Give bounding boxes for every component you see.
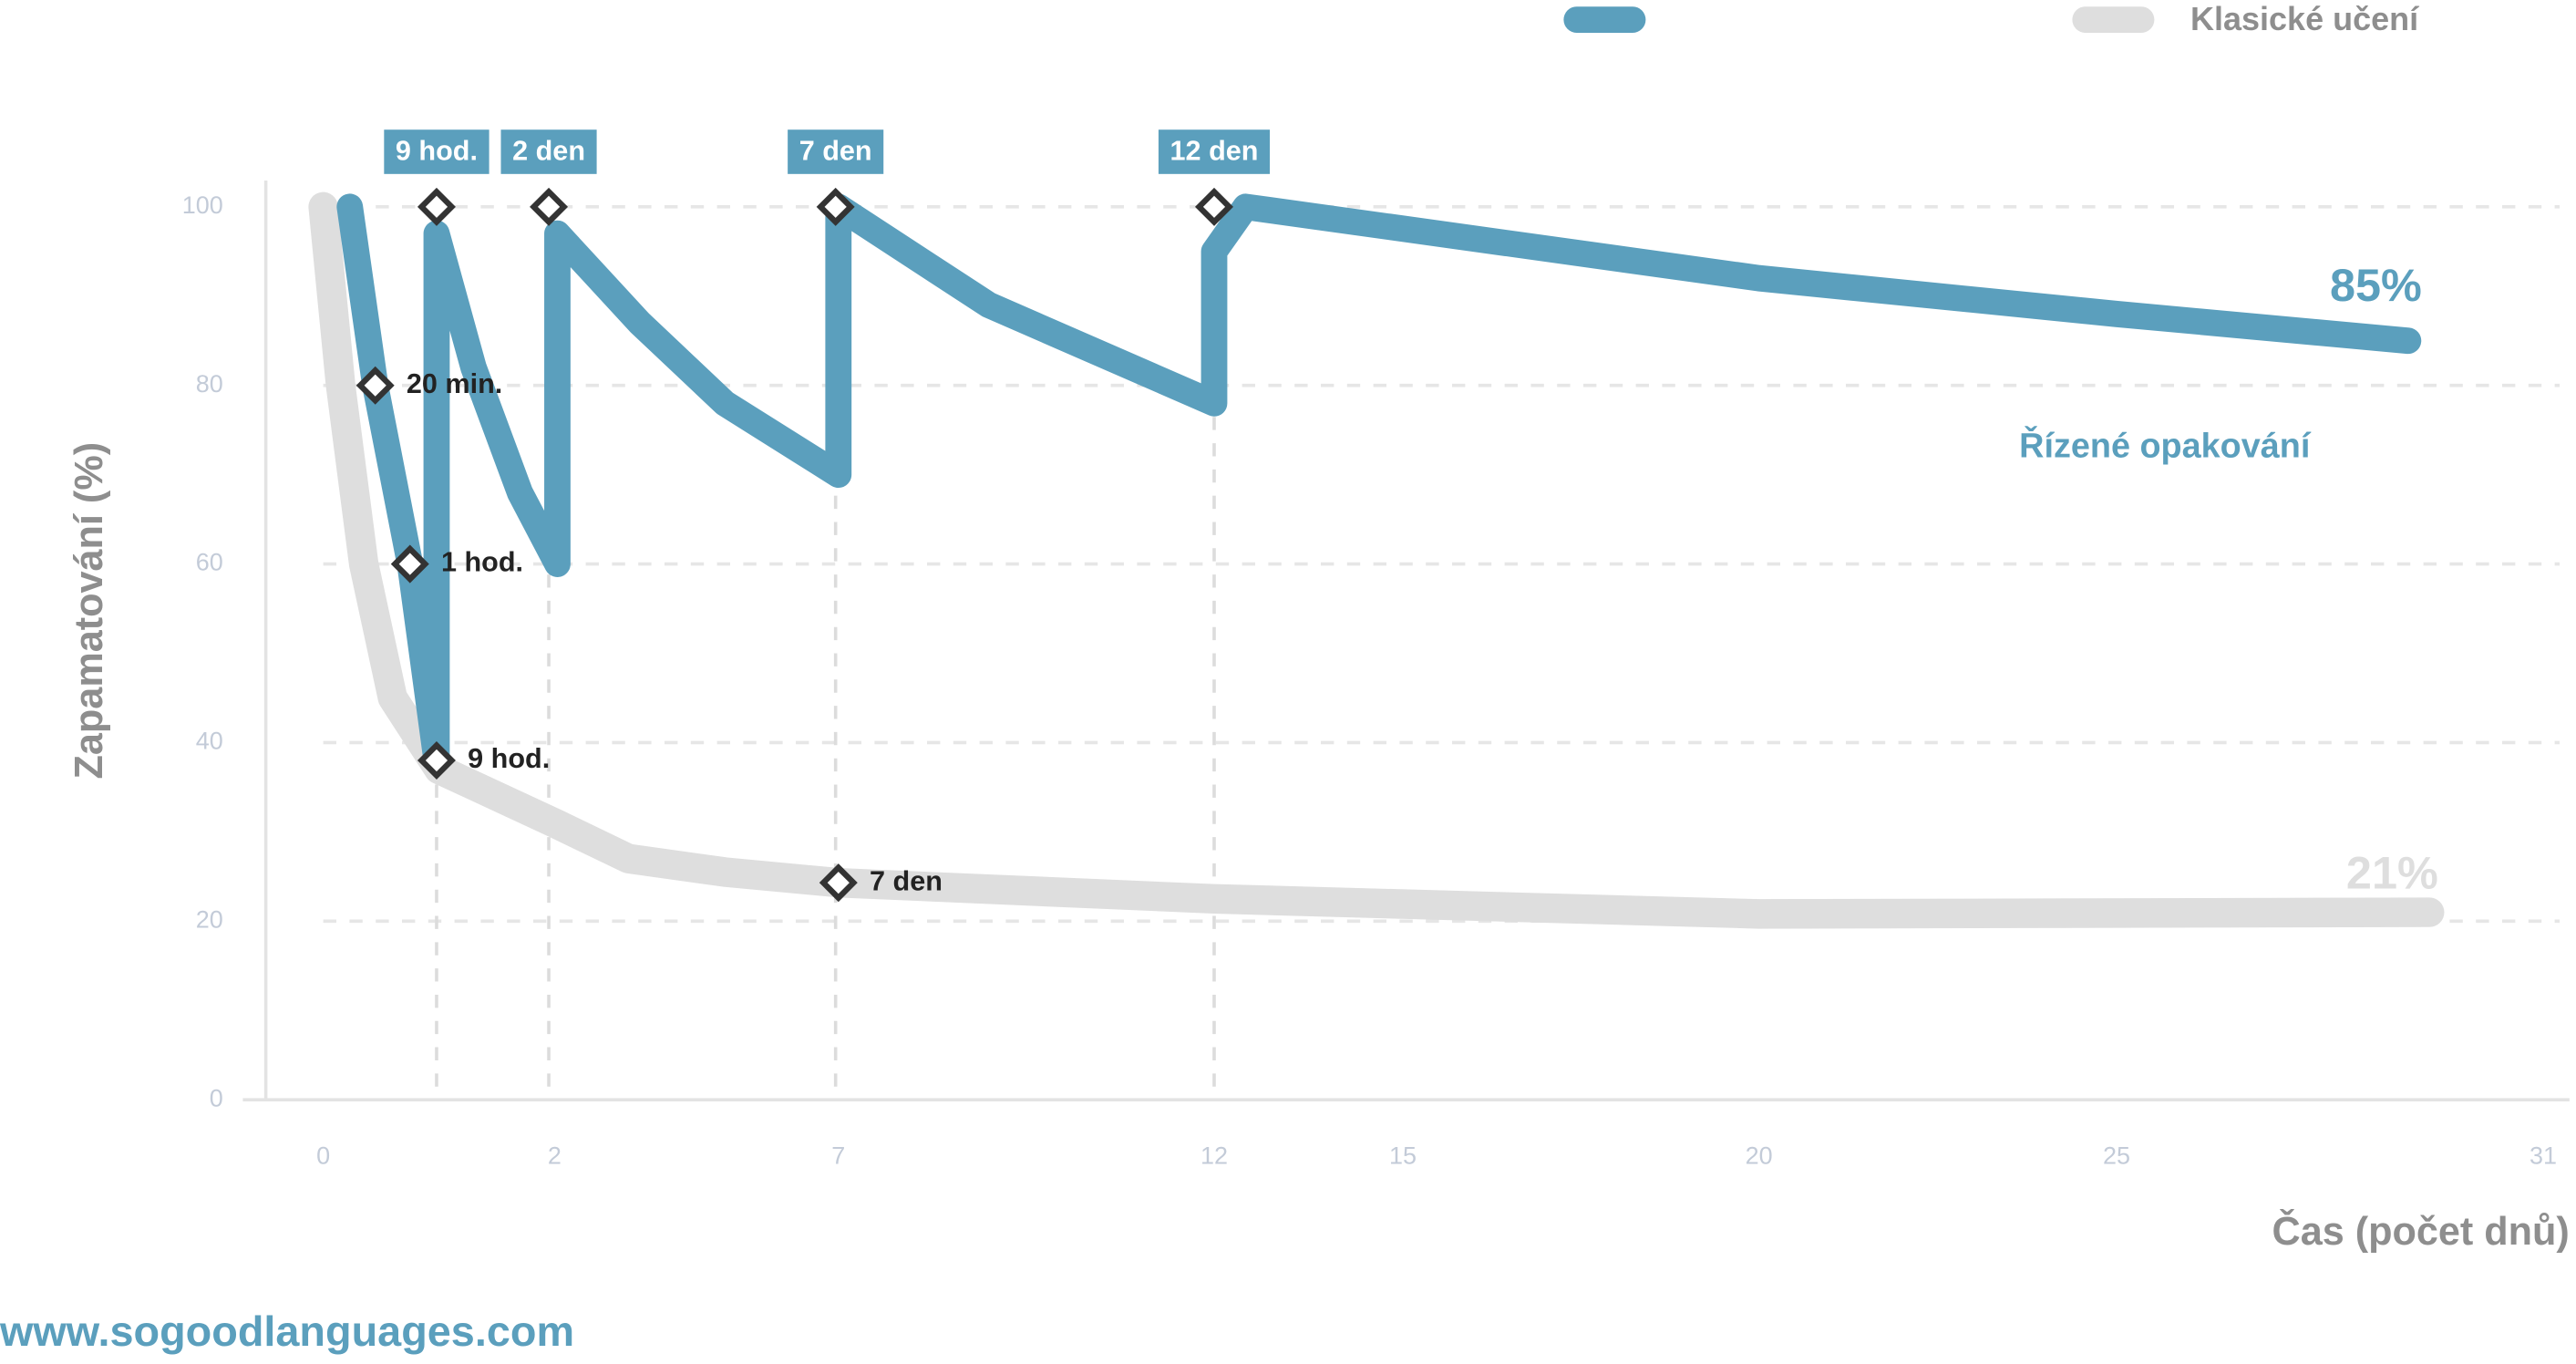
x-tick-label: 12 xyxy=(1200,1142,1228,1169)
footer-url[interactable]: www.sogoodlanguages.com xyxy=(0,1307,574,1355)
y-axis-label: Zapamatování (%) xyxy=(67,442,111,780)
x-tick-label: 20 xyxy=(1746,1142,1773,1169)
badge-box xyxy=(500,129,597,174)
x-tick-label: 25 xyxy=(2103,1142,2130,1169)
badge-box xyxy=(384,129,489,174)
y-tick-label: 100 xyxy=(182,191,223,219)
y-tick-label: 60 xyxy=(196,549,223,576)
review-label: 7 den xyxy=(799,135,872,166)
y-tick-label: 80 xyxy=(196,370,223,398)
x-tick-label: 0 xyxy=(316,1142,330,1169)
review-badge: 12 den xyxy=(1158,129,1271,174)
legend-label: Klasické učení xyxy=(2190,0,2419,37)
end-label: 85% xyxy=(2330,259,2422,311)
marker xyxy=(816,187,855,226)
y-tick-label: 40 xyxy=(196,728,223,755)
badge-box xyxy=(1158,129,1271,174)
legend-swatch xyxy=(2072,6,2155,34)
marker xyxy=(417,187,456,226)
marker xyxy=(1194,187,1234,226)
x-tick-label: 2 xyxy=(548,1142,562,1169)
marker xyxy=(819,863,858,903)
marker xyxy=(417,741,456,780)
x-tick-label: 15 xyxy=(1389,1142,1417,1169)
review-badge: 2 den xyxy=(500,129,597,174)
y-tick-label: 20 xyxy=(196,905,223,933)
x-axis-label: Čas (počet dnů) xyxy=(2272,1209,2570,1254)
y-tick-label: 0 xyxy=(210,1084,223,1111)
x-tick-label: 31 xyxy=(2530,1142,2557,1169)
x-tick-label: 7 xyxy=(831,1142,845,1169)
legend-swatch xyxy=(1563,6,1646,34)
review-label: 9 hod. xyxy=(396,135,478,166)
badge-box xyxy=(788,129,884,174)
annotation-label: 20 min. xyxy=(407,368,502,399)
annotation-label: 9 hod. xyxy=(468,743,550,774)
end-label: 21% xyxy=(2346,847,2438,899)
marker xyxy=(530,187,569,226)
annotation-label: 1 hod. xyxy=(441,547,523,578)
series-line xyxy=(336,193,2422,774)
review-badge: 9 hod. xyxy=(384,129,489,174)
series-line xyxy=(308,191,2445,929)
review-badge: 7 den xyxy=(788,129,884,174)
annotation-label: 7 den xyxy=(870,865,943,896)
marker xyxy=(390,544,429,584)
series-label: Řízené opakování xyxy=(2019,426,2312,465)
marker xyxy=(355,366,395,405)
review-label: 12 den xyxy=(1170,135,1259,166)
review-label: 2 den xyxy=(512,135,585,166)
